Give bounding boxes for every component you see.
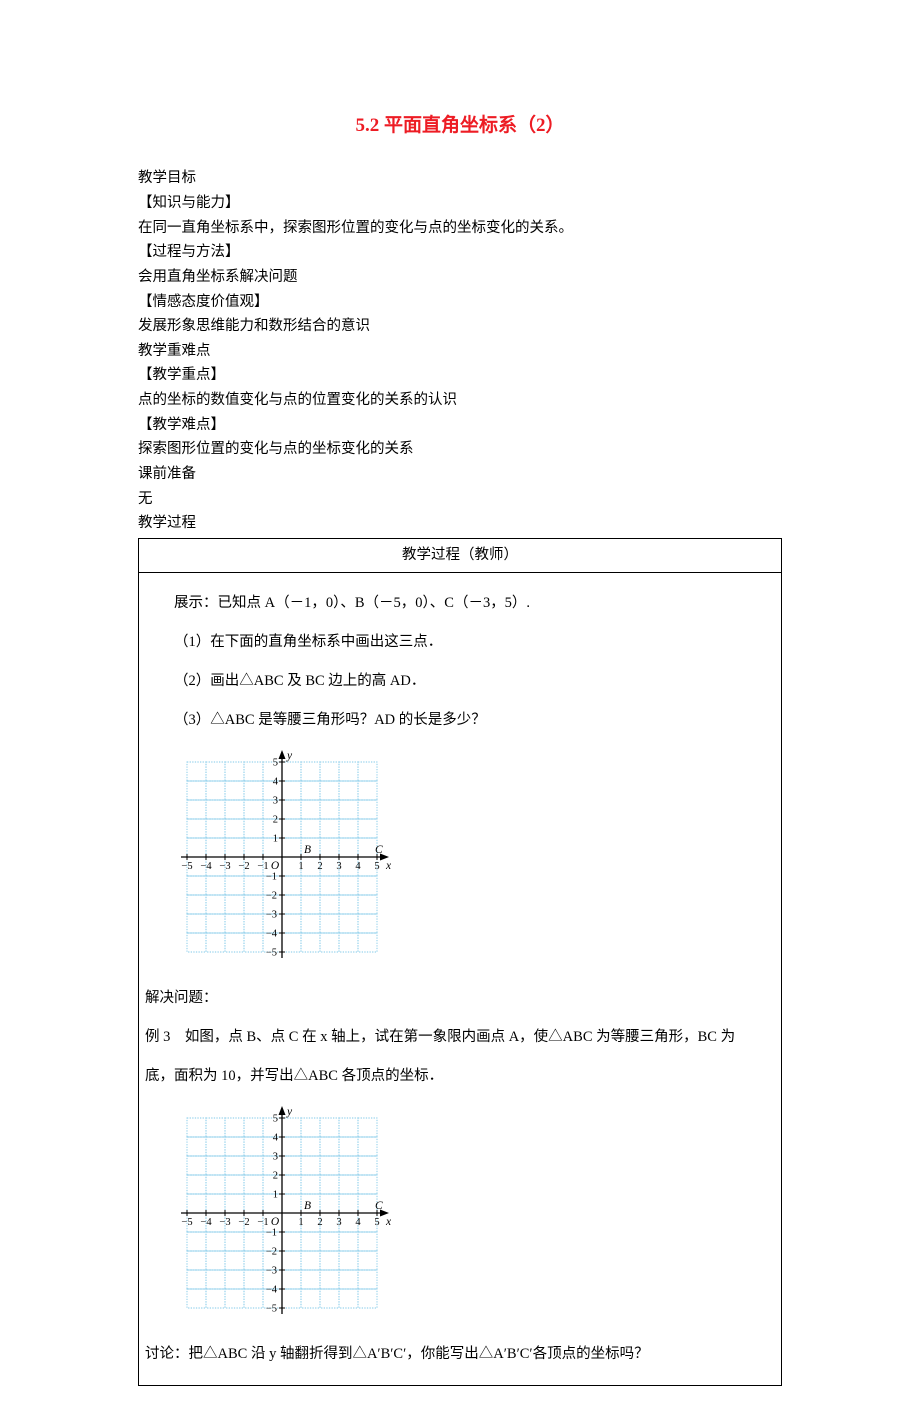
- svg-text:2: 2: [273, 1170, 278, 1181]
- svg-text:4: 4: [355, 1217, 361, 1228]
- page-title: 5.2 平面直角坐标系（2）: [138, 110, 782, 142]
- knowledge-label: 【知识与能力】: [138, 191, 782, 216]
- svg-text:−3: −3: [266, 1265, 277, 1276]
- svg-text:−3: −3: [219, 1217, 230, 1228]
- intro-block: 教学目标 【知识与能力】 在同一直角坐标系中，探索图形位置的变化与点的坐标变化的…: [138, 166, 782, 536]
- svg-text:−3: −3: [219, 861, 230, 872]
- goals-label: 教学目标: [138, 166, 782, 191]
- svg-text:5: 5: [273, 757, 278, 768]
- svg-text:−1: −1: [257, 861, 268, 872]
- svg-text:2: 2: [317, 1217, 322, 1228]
- table-header: 教学过程（教师）: [139, 538, 782, 572]
- svg-text:−4: −4: [266, 1284, 278, 1295]
- svg-text:B: B: [304, 844, 311, 856]
- svg-text:3: 3: [273, 1151, 278, 1162]
- svg-text:−1: −1: [266, 871, 277, 882]
- emotion-label: 【情感态度价值观】: [138, 290, 782, 315]
- svg-text:−4: −4: [200, 1217, 212, 1228]
- svg-text:−1: −1: [266, 1227, 277, 1238]
- diffpoint-label: 【教学难点】: [138, 413, 782, 438]
- svg-text:−5: −5: [266, 1303, 277, 1314]
- svg-text:4: 4: [355, 861, 361, 872]
- svg-text:−3: −3: [266, 909, 277, 920]
- coord-plane-1: −5 −4 −3 −2 −1 1 2 3 4 5 −5 −4 −3 −2 −1 1 2 3 4 5 Ox y B C: [173, 748, 775, 972]
- svg-text:2: 2: [317, 861, 322, 872]
- process-label: 【过程与方法】: [138, 240, 782, 265]
- diffpoint-text: 探索图形位置的变化与点的坐标变化的关系: [138, 437, 782, 462]
- svg-text:−2: −2: [238, 861, 249, 872]
- svg-text:x: x: [385, 1216, 392, 1228]
- svg-text:−5: −5: [181, 861, 192, 872]
- svg-text:4: 4: [273, 776, 279, 787]
- coord-plane-2: −5 −4 −3 −2 −1 1 2 3 4 5 −5 −4 −3 −2 −1 1 2 3 4 5 Ox y B C: [173, 1104, 775, 1328]
- discuss-line: 讨论：把△ABC 沿 y 轴翻折得到△A′B′C′，你能写出△A′B′C′各顶点…: [145, 1342, 775, 1367]
- svg-text:−2: −2: [266, 890, 277, 901]
- svg-text:x: x: [385, 860, 392, 872]
- svg-text:3: 3: [273, 795, 278, 806]
- emotion-text: 发展形象思维能力和数形结合的意识: [138, 314, 782, 339]
- keypoint-label: 【教学重点】: [138, 363, 782, 388]
- prep-text: 无: [138, 487, 782, 512]
- svg-text:3: 3: [336, 1217, 341, 1228]
- keydiff-label: 教学重难点: [138, 339, 782, 364]
- svg-text:4: 4: [273, 1132, 279, 1143]
- q3: （3）△ABC 是等腰三角形吗？AD 的长是多少？: [145, 708, 775, 733]
- svg-text:−5: −5: [266, 947, 277, 958]
- svg-text:C: C: [375, 1200, 383, 1212]
- proc-label: 教学过程: [138, 511, 782, 536]
- svg-text:1: 1: [273, 833, 278, 844]
- process-text: 会用直角坐标系解决问题: [138, 265, 782, 290]
- keypoint-text: 点的坐标的数值变化与点的位置变化的关系的认识: [138, 388, 782, 413]
- show-line: 展示：已知点 A（－1，0）、B（－5，0）、C（－3，5）.: [145, 591, 775, 616]
- svg-text:3: 3: [336, 861, 341, 872]
- svg-text:y: y: [286, 1106, 293, 1118]
- q1: （1）在下面的直角坐标系中画出这三点．: [145, 630, 775, 655]
- svg-text:−2: −2: [238, 1217, 249, 1228]
- svg-text:1: 1: [298, 861, 303, 872]
- ex3-line2: 底，面积为 10，并写出△ABC 各顶点的坐标．: [145, 1064, 775, 1089]
- svg-text:1: 1: [273, 1189, 278, 1200]
- teaching-table: 教学过程（教师） 展示：已知点 A（－1，0）、B（－5，0）、C（－3，5）.…: [138, 538, 782, 1386]
- svg-text:y: y: [286, 750, 293, 762]
- svg-text:−4: −4: [200, 861, 212, 872]
- q2: （2）画出△ABC 及 BC 边上的高 AD．: [145, 669, 775, 694]
- svg-text:5: 5: [374, 861, 379, 872]
- svg-text:5: 5: [374, 1217, 379, 1228]
- svg-text:O: O: [271, 1216, 280, 1228]
- svg-text:C: C: [375, 844, 383, 856]
- table-body-cell: 展示：已知点 A（－1，0）、B（－5，0）、C（－3，5）. （1）在下面的直…: [139, 572, 782, 1386]
- svg-text:−5: −5: [181, 1217, 192, 1228]
- svg-text:−4: −4: [266, 928, 278, 939]
- svg-text:5: 5: [273, 1113, 278, 1124]
- svg-text:−2: −2: [266, 1246, 277, 1257]
- knowledge-text: 在同一直角坐标系中，探索图形位置的变化与点的坐标变化的关系。: [138, 216, 782, 241]
- ex3-line1: 例 3 如图，点 B、点 C 在 x 轴上，试在第一象限内画点 A，使△ABC …: [145, 1025, 775, 1050]
- svg-text:B: B: [304, 1200, 311, 1212]
- svg-text:−1: −1: [257, 1217, 268, 1228]
- svg-text:O: O: [271, 860, 280, 872]
- svg-text:2: 2: [273, 814, 278, 825]
- prep-label: 课前准备: [138, 462, 782, 487]
- solve-label: 解决问题：: [145, 986, 775, 1011]
- svg-text:1: 1: [298, 1217, 303, 1228]
